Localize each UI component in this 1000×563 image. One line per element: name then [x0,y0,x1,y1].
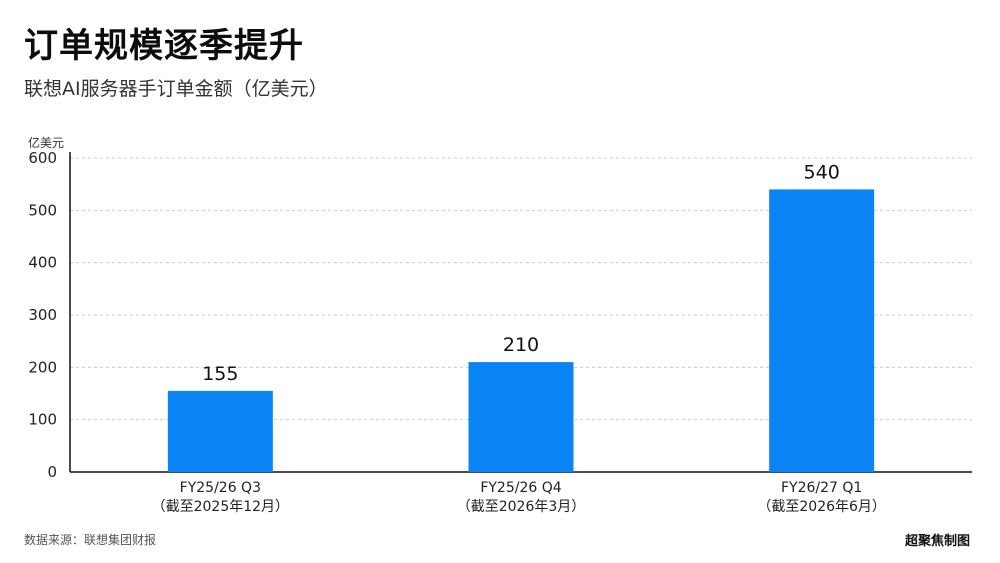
data-source-note: 数据来源：联想集团财报 [24,533,157,547]
y-tick-label: 100 [28,411,57,429]
x-category-sublabel: （截至2026年3月） [457,499,586,515]
labels: 亿美元 0 100 200 300 400 500 600 155 FY25/26 Q3 （截至20… [28,135,886,515]
bar-value-label: 210 [503,334,539,356]
bar-value-label: 155 [202,363,238,385]
bars [167,189,875,472]
credit-logo-text: 超聚焦制图 [904,534,970,549]
x-category-sublabel: （截至2025年12月） [152,499,289,515]
y-tick-label: 500 [28,201,57,219]
y-tick-label: 400 [28,254,57,272]
y-tick-label: 300 [28,306,57,324]
bar [468,362,574,472]
chart-subtitle: 联想AI服务器手订单金额（亿美元） [24,78,328,100]
y-axis-unit-label: 亿美元 [28,135,64,150]
chart-title: 订单规模逐季提升 [24,26,304,66]
y-tick-label: 600 [28,149,57,167]
x-category-sublabel: （截至2026年6月） [757,499,886,515]
bar [769,189,875,472]
x-category-label: FY25/26 Q3 [180,480,261,496]
x-category-label: FY25/26 Q4 [480,480,561,496]
bar [167,390,273,472]
y-tick-label: 0 [47,463,57,481]
bar-value-label: 540 [804,161,840,183]
x-category-label: FY26/27 Q1 [781,480,862,496]
y-tick-label: 200 [28,358,57,376]
